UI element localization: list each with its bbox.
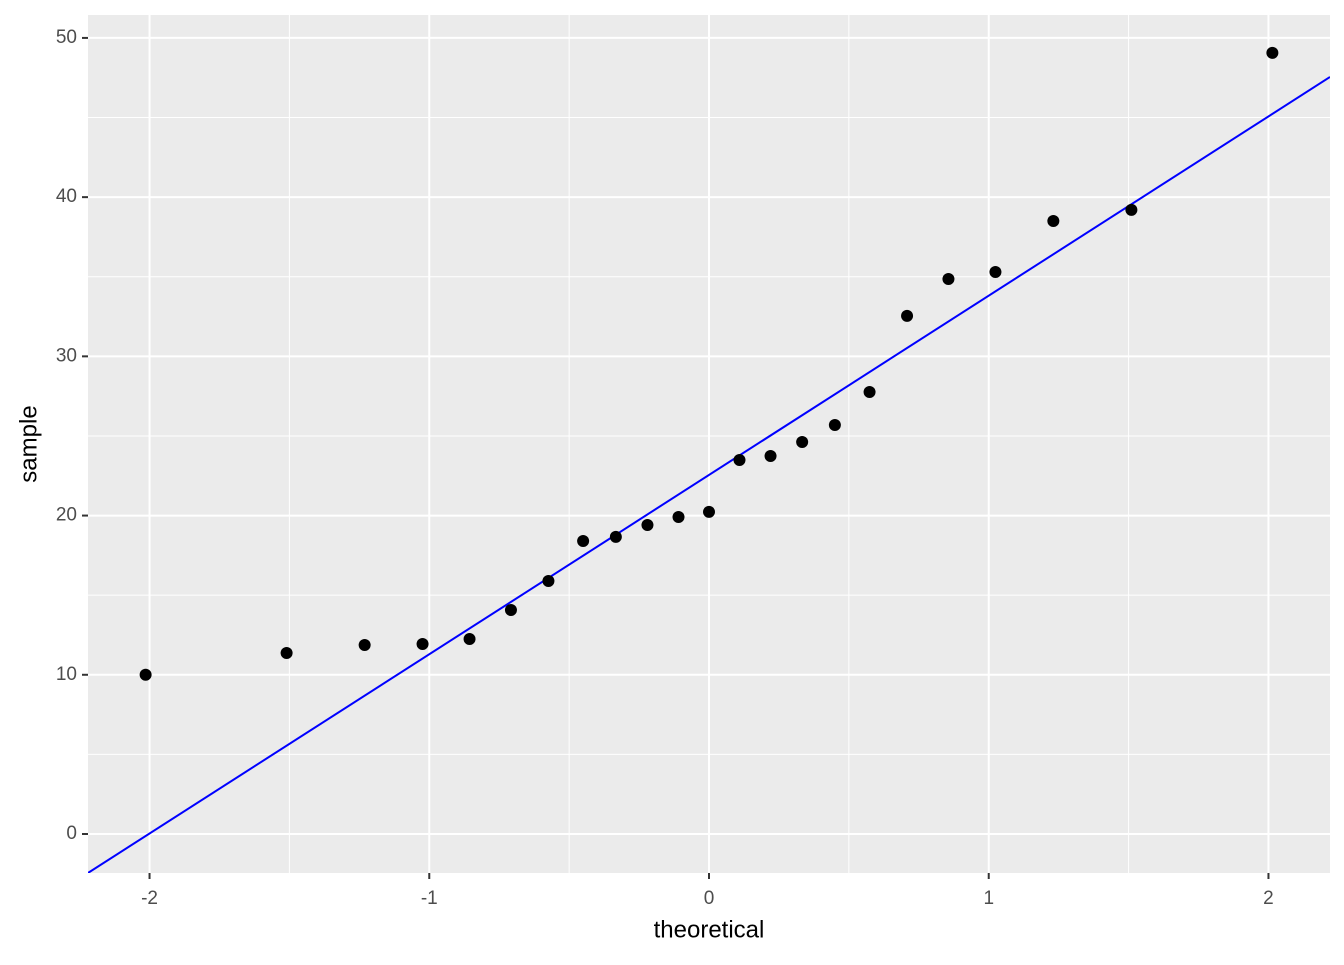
marks: [88, 46, 1330, 873]
x-tick-label: -1: [421, 888, 438, 909]
y-tick-label: 30: [56, 345, 77, 366]
grid: [88, 15, 1330, 873]
point: [672, 510, 685, 523]
point: [1125, 203, 1138, 216]
reference-line: [88, 76, 1330, 873]
y-tick-label: 40: [56, 186, 77, 207]
point: [609, 530, 622, 543]
point: [796, 436, 809, 449]
point: [358, 639, 371, 652]
point: [1047, 215, 1060, 228]
point: [641, 518, 654, 531]
point: [504, 603, 517, 616]
point: [828, 418, 841, 431]
point: [989, 265, 1002, 278]
point: [733, 454, 746, 467]
y-tick-label: 20: [56, 505, 77, 526]
point: [764, 450, 777, 463]
point: [139, 668, 152, 681]
point: [703, 505, 715, 518]
point: [280, 646, 293, 659]
point: [416, 638, 429, 651]
point: [942, 272, 955, 285]
y-tick-label: 0: [66, 823, 77, 844]
point: [577, 535, 590, 548]
point: [863, 386, 876, 399]
x-axis-title: theoretical: [654, 916, 765, 943]
point: [901, 309, 914, 322]
x-tick-label: -2: [141, 888, 158, 909]
x-tick-label: 1: [983, 888, 994, 909]
point: [463, 632, 476, 645]
y-tick-label: 50: [56, 27, 77, 48]
point: [1266, 46, 1279, 59]
y-tick-label: 10: [56, 664, 77, 685]
point: [542, 575, 555, 588]
x-tick-label: 2: [1263, 888, 1274, 909]
y-axis-title: sample: [15, 405, 42, 482]
x-tick-label: 0: [704, 888, 715, 909]
